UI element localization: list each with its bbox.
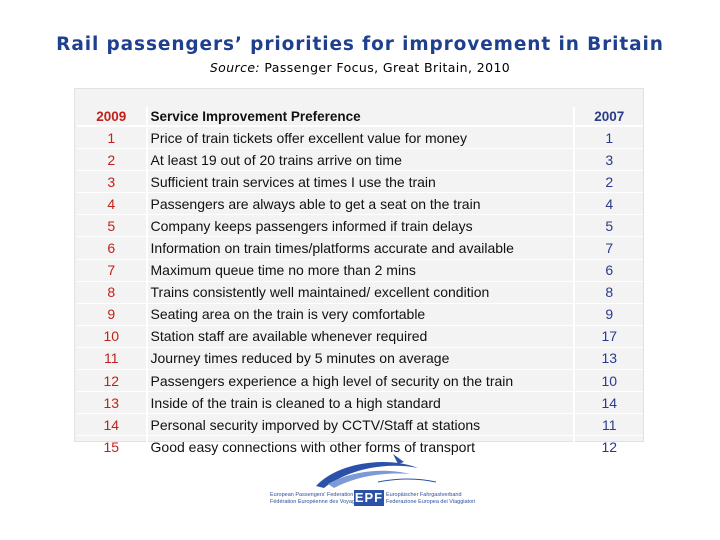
source-text: Passenger Focus, Great Britain, 2010	[260, 60, 511, 75]
preference-cell: Inside of the train is cleaned to a high…	[145, 391, 576, 414]
rank-2007-cell: 13	[574, 346, 643, 370]
preference-cell: Passengers experience a high level of se…	[145, 369, 576, 392]
rank-2009-cell: 11	[77, 346, 147, 370]
header-rank-2007: 2007	[594, 108, 625, 124]
rank-2009-cell: 13	[77, 391, 147, 414]
logo-line: Federazione Europea dei Viaggiatori	[386, 498, 476, 505]
rank-2007-cell: 3	[574, 148, 643, 171]
header-rank-2009: 2009	[96, 108, 127, 124]
rank-2007-cell: 17	[574, 324, 643, 348]
table-row: 10 Station staff are available whenever r…	[77, 324, 643, 348]
table-row: 1 Price of train tickets offer excellent …	[77, 125, 643, 149]
rank-2007-cell: 5	[574, 214, 643, 237]
priorities-table-panel: 2009 Service Improvement Preference 2007…	[74, 88, 644, 458]
table-row: 9 Seating area on the train is very comfo…	[77, 302, 643, 326]
rank-2009-cell: 1	[77, 125, 147, 149]
rank-2007-cell: 9	[574, 302, 643, 326]
page-title: Rail passengers’ priorities for improvem…	[56, 34, 664, 55]
logo-line: European Passengers' Federation	[270, 492, 354, 498]
source-label: Source:	[209, 60, 261, 75]
preference-cell: Station staff are available whenever req…	[145, 324, 576, 348]
epf-logo: European Passengers' Federation Fédérati…	[268, 452, 475, 512]
rank-2007-cell: 10	[574, 369, 643, 392]
rank-2007-cell: 11	[574, 413, 643, 436]
table-row: 11 Journey times reduced by 5 minutes on …	[77, 346, 643, 370]
table-row: 6 Information on train times/platforms ac…	[77, 236, 643, 260]
rank-2009-cell: 9	[77, 302, 147, 326]
table-row: 14 Personal security imporved by CCTV/Sta…	[77, 413, 643, 436]
preference-cell: Company keeps passengers informed if tra…	[145, 214, 576, 237]
rank-2007-cell: 6	[574, 258, 643, 282]
preference-cell: Trains consistently well maintained/ exc…	[145, 280, 576, 304]
preference-cell: Maximum queue time no more than 2 mins	[145, 258, 576, 282]
rank-2007-cell: 7	[574, 236, 643, 260]
logo-line: Fédération Européenne des Voyageurs	[270, 498, 366, 505]
preference-cell: Personal security imporved by CCTV/Staff…	[145, 413, 576, 436]
rank-2009-cell: 8	[77, 280, 147, 304]
rank-2009-cell: 15	[77, 435, 147, 458]
table-row: 7 Maximum queue time no more than 2 mins 6	[77, 258, 643, 282]
rank-2007-cell: 2	[574, 170, 643, 193]
logo-text-right: Europäischer Fahrgastverband Federazione…	[386, 492, 475, 505]
table-row: 2 At least 19 out of 20 trains arrive on …	[77, 148, 643, 171]
rank-2007-cell: 4	[574, 192, 643, 215]
preference-cell: Price of train tickets offer excellent v…	[145, 125, 576, 149]
header-preference: Service Improvement Preference	[145, 107, 576, 126]
rank-2009-cell: 6	[77, 236, 147, 260]
logo-swoosh-icon	[316, 454, 437, 488]
logo-line: Europäischer Fahrgastverband	[386, 492, 462, 498]
rank-2009-cell: 2	[77, 148, 147, 171]
preference-cell: Good easy connections with other forms o…	[145, 435, 576, 458]
rank-2009-cell: 14	[77, 413, 147, 436]
preference-cell: Seating area on the train is very comfor…	[145, 302, 576, 326]
preference-cell: Passengers are always able to get a seat…	[145, 192, 576, 215]
table-row: 5 Company keeps passengers informed if tr…	[77, 214, 643, 237]
rank-2009-cell: 10	[77, 324, 147, 348]
rank-2007-cell: 12	[574, 435, 643, 458]
logo-text-left: European Passengers' Federation Fédérati…	[270, 492, 366, 505]
table-row: 3 Sufficient train services at times I us…	[77, 170, 643, 193]
source-line: Source: Passenger Focus, Great Britain, …	[0, 60, 720, 75]
priorities-table: 2009 Service Improvement Preference 2007…	[77, 107, 643, 458]
table-row: 12 Passengers experience a high level of …	[77, 369, 643, 392]
rank-2007-cell: 8	[574, 280, 643, 304]
rank-2009-cell: 12	[77, 369, 147, 392]
preference-cell: Information on train times/platforms acc…	[145, 236, 576, 260]
rank-2007-cell: 14	[574, 391, 643, 414]
rank-2009-cell: 7	[77, 258, 147, 282]
table-header-row: 2009 Service Improvement Preference 2007	[77, 107, 643, 126]
table-row: 4 Passengers are always able to get a sea…	[77, 192, 643, 215]
rank-2007-cell: 1	[574, 125, 643, 149]
preference-cell: Journey times reduced by 5 minutes on av…	[145, 346, 576, 370]
table-row: 13 Inside of the train is cleaned to a hi…	[77, 391, 643, 414]
rank-2009-cell: 5	[77, 214, 147, 237]
logo-mark: EPF	[354, 490, 384, 506]
rank-2009-cell: 4	[77, 192, 147, 215]
table-row: 15 Good easy connections with other forms…	[77, 435, 643, 458]
preference-cell: Sufficient train services at times I use…	[145, 170, 576, 193]
rank-2009-cell: 3	[77, 170, 147, 193]
preference-cell: At least 19 out of 20 trains arrive on t…	[145, 148, 576, 171]
table-row: 8 Trains consistently well maintained/ ex…	[77, 280, 643, 304]
